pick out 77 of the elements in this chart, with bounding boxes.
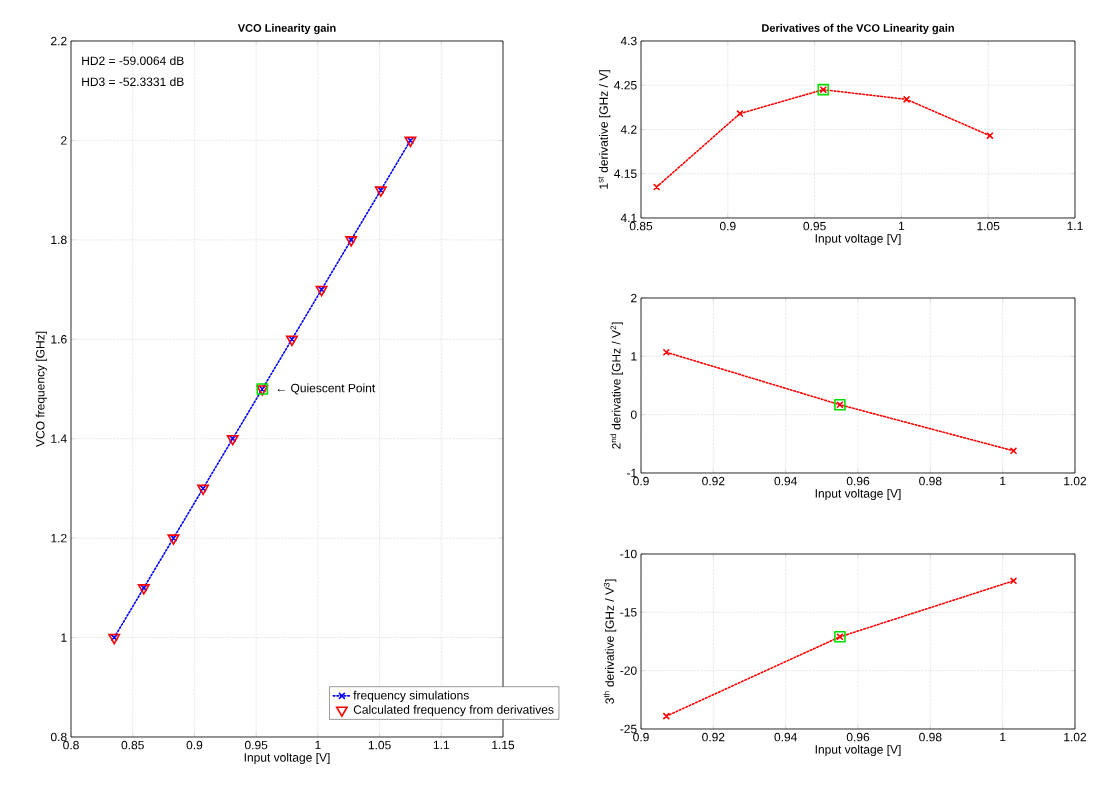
point	[663, 712, 670, 720]
x-tick-label: 1	[315, 740, 321, 750]
x-tick-label: 0.9	[633, 732, 649, 742]
y-tick-label: 4.2	[620, 125, 637, 134]
y-tick-label: -25	[620, 724, 637, 734]
point	[226, 434, 239, 446]
y-tick-label: 4.15	[614, 169, 637, 178]
y-tick-label: -15	[620, 608, 637, 617]
annotation: HD2 = -59.0064 dB	[82, 56, 184, 65]
y-axis-title: 2$^{nd}$ derivative [GHz / V$^{2}$]	[610, 322, 623, 449]
x-tick-label: 1	[898, 221, 905, 231]
y-tick-label: 0	[630, 410, 637, 419]
y-tick-label: 1.6	[51, 335, 67, 344]
x-axis-title: Input voltage [V]	[815, 233, 901, 246]
x-tick-label: 0.94	[774, 732, 797, 742]
x-tick-label: 0.94	[774, 476, 797, 486]
legend-label: frequency simulations	[353, 690, 469, 702]
chart-title: VCO Linearity gain	[237, 23, 336, 35]
point	[1010, 577, 1017, 585]
point	[653, 183, 660, 191]
point	[404, 136, 417, 148]
y-axis-title: VCO frequency [GHz]	[35, 331, 47, 447]
y-tick-label: -1	[627, 468, 637, 478]
y-tick-label: 2	[631, 293, 637, 303]
point	[1010, 447, 1017, 455]
x-tick-label: 0.96	[846, 476, 870, 486]
x-tick-label: 1.1	[1067, 221, 1083, 231]
point	[903, 96, 910, 103]
legend-label: Calculated frequency from derivatives	[353, 705, 554, 717]
x-tick-label: 1.05	[977, 221, 1000, 231]
x-tick-label: 1	[1000, 732, 1006, 742]
point	[285, 335, 298, 347]
chart-title: Derivatives of the VCO Linearity gain	[762, 23, 954, 35]
x-tick-label: 1.05	[368, 740, 391, 750]
point	[315, 285, 328, 297]
x-tick-label: 0.9	[633, 476, 649, 486]
x-axis-title: Input voltage [V]	[815, 488, 901, 501]
x-tick-label: 0.9	[186, 740, 203, 750]
y-tick-label: -10	[620, 549, 637, 559]
x-tick-label: 0.85	[629, 221, 653, 231]
x-tick-label: 1.02	[1064, 476, 1087, 486]
point	[108, 633, 121, 645]
x-axis-title: Input voltage [V]	[815, 744, 901, 757]
annotation: HD3 = -52.3331 dB	[82, 77, 184, 86]
x-tick-label: 0.98	[919, 732, 942, 742]
y-tick-label: 4.3	[620, 36, 637, 46]
annotation: ← Quiescent Point	[277, 383, 376, 395]
y-axis-title: 3$^{th}$ derivative [GHz / V$^{3}$]	[603, 579, 617, 704]
x-tick-label: 0.92	[702, 476, 725, 486]
x-tick-label: 0.96	[846, 732, 870, 742]
x-tick-label: 1.02	[1064, 732, 1087, 742]
y-tick-label: 1.8	[51, 235, 67, 245]
point	[986, 132, 994, 139]
y-axis-title: 1$^{st}$ derivative [GHz / V]	[598, 70, 611, 189]
x-tick-label: 1	[1000, 476, 1006, 486]
point	[318, 286, 325, 293]
x-tick-label: 0.9	[719, 221, 736, 231]
point	[663, 348, 670, 356]
y-tick-label: 4.1	[620, 213, 637, 223]
point	[736, 110, 744, 117]
x-tick-label: 0.95	[803, 221, 826, 231]
y-tick-label: 4.25	[614, 81, 637, 90]
x-tick-label: 0.85	[121, 740, 144, 750]
y-tick-label: 1.4	[51, 434, 67, 443]
x-tick-label: 1.1	[433, 740, 450, 750]
x-tick-label: 0.95	[244, 740, 268, 750]
x-tick-label: 1.15	[492, 740, 515, 750]
y-tick-label: -20	[620, 666, 637, 675]
y-tick-label: 2.2	[51, 36, 67, 46]
x-tick-label: 0.92	[702, 732, 725, 742]
y-tick-label: 2	[61, 136, 67, 145]
y-tick-label: 1.2	[51, 533, 67, 543]
x-axis-title: Input voltage [V]	[244, 752, 330, 765]
y-tick-label: 1	[61, 633, 67, 642]
y-tick-label: 1	[631, 352, 637, 361]
point	[197, 484, 210, 496]
x-tick-label: 0.98	[919, 476, 942, 486]
